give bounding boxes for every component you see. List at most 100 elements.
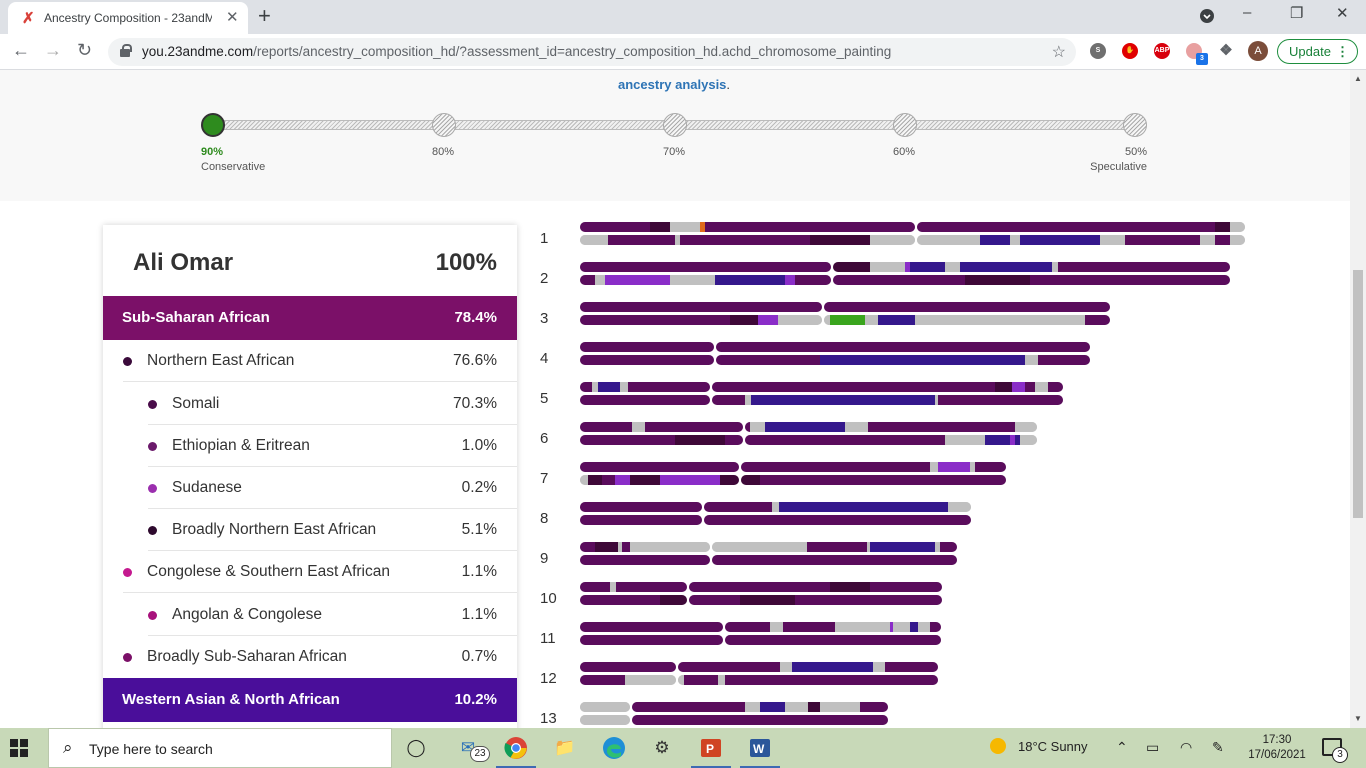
powerpoint-icon[interactable]: P [691, 734, 731, 768]
confidence-stop-80[interactable] [432, 113, 456, 137]
chromosome-5-strand-1-arm-2[interactable] [712, 382, 1063, 392]
chromosome-2-strand-2-arm-2[interactable] [833, 275, 1230, 285]
chromosome-7-strand-2-arm-2[interactable] [741, 475, 1006, 485]
chromosome-5-strand-1-arm-1[interactable] [580, 382, 710, 392]
chromosome-2-strand-1-arm-2[interactable] [833, 262, 1230, 272]
puzzle-icon[interactable]: ❖ [1219, 42, 1233, 59]
chromosome-8-strand-2-arm-1[interactable] [580, 515, 702, 525]
chromosome-9-strand-2-arm-2[interactable] [712, 555, 957, 565]
chromosome-6-strand-2-arm-1[interactable] [580, 435, 743, 445]
chromosome-8-strand-1-arm-2[interactable] [704, 502, 971, 512]
avatar[interactable]: A [1248, 41, 1268, 61]
wifi-icon[interactable]: ◠ [1180, 739, 1193, 755]
lock-icon[interactable] [120, 44, 132, 57]
ancestry-row-ethiopian-eritrean[interactable]: Ethiopian & Eritrean 1.0% [148, 425, 517, 467]
region-sub-saharan-african[interactable]: Sub-Saharan African 78.4% [103, 296, 517, 340]
chromosome-9-strand-1-arm-1[interactable] [580, 542, 710, 552]
chromosome-11-strand-2-arm-1[interactable] [580, 635, 723, 645]
chromosome-5-strand-2-arm-1[interactable] [580, 395, 710, 405]
task-view-icon[interactable]: ◯ [406, 738, 426, 757]
browser-tab[interactable]: ✗ Ancestry Composition - 23andMe ✕ [8, 2, 248, 34]
bookmark-star-icon[interactable]: ☆ [1051, 44, 1066, 61]
chromosome-6-strand-2-arm-2[interactable] [745, 435, 1037, 445]
chromosome-4-strand-1-arm-2[interactable] [716, 342, 1090, 352]
ancestry-row-northern-east-african[interactable]: Northern East African 76.6% [123, 340, 517, 382]
scrollbar-thumb[interactable] [1353, 270, 1363, 518]
skype-icon[interactable]: S [1090, 43, 1106, 59]
tray-chevron-up-icon[interactable]: ⌃ [1116, 739, 1128, 755]
chrome-icon[interactable] [496, 734, 536, 768]
chromosome-9-strand-2-arm-1[interactable] [580, 555, 710, 565]
scroll-down-icon[interactable]: ▼ [1354, 714, 1362, 723]
chromosome-5-strand-2-arm-2[interactable] [712, 395, 1063, 405]
chromosome-13-strand-2-arm-2[interactable] [632, 715, 888, 725]
weather-widget[interactable]: 18°C Sunny [990, 738, 1088, 754]
chromosome-3-strand-2-arm-2[interactable] [824, 315, 1110, 325]
forward-icon[interactable]: → [44, 40, 62, 60]
ancestry-analysis-link[interactable]: ancestry analysis [618, 77, 727, 92]
ancestry-row-broadly-sub-saharan-african[interactable]: Broadly Sub-Saharan African 0.7% [123, 636, 517, 678]
confidence-stop-60[interactable] [893, 113, 917, 137]
chromosome-7-strand-1-arm-2[interactable] [741, 462, 1006, 472]
confidence-stop-50[interactable] [1123, 113, 1147, 137]
pen-icon[interactable]: ✎ [1212, 739, 1224, 755]
reload-icon[interactable]: ↻ [77, 40, 93, 60]
url-text[interactable]: you.23andme.com/reports/ancestry_composi… [142, 44, 891, 59]
chromosome-12-strand-1-arm-1[interactable] [580, 662, 676, 672]
menu-dots-icon[interactable]: ⋮ [1336, 44, 1349, 59]
page-scrollbar[interactable]: ▲ ▼ [1350, 70, 1366, 728]
chromosome-3-strand-2-arm-1[interactable] [580, 315, 822, 325]
back-icon[interactable]: ← [12, 40, 30, 60]
chromosome-7-strand-2-arm-1[interactable] [580, 475, 739, 485]
chromosome-1-strand-2-arm-1[interactable] [580, 235, 915, 245]
tab-close-icon[interactable]: ✕ [226, 9, 239, 26]
region-western-asian-north-african[interactable]: Western Asian & North African 10.2% [103, 678, 517, 722]
ancestry-row-congolese-southern-east-african[interactable]: Congolese & Southern East African 1.1% [123, 551, 517, 593]
word-icon[interactable]: W [740, 734, 780, 768]
chromosome-1-strand-1-arm-1[interactable] [580, 222, 915, 232]
scroll-up-icon[interactable]: ▲ [1354, 74, 1362, 83]
chromosome-13-strand-1-arm-2[interactable] [632, 702, 888, 712]
chromosome-8-strand-1-arm-1[interactable] [580, 502, 702, 512]
chromosome-3-strand-1-arm-2[interactable] [824, 302, 1110, 312]
chromosome-2-strand-2-arm-1[interactable] [580, 275, 831, 285]
address-bar[interactable]: you.23andme.com/reports/ancestry_composi… [108, 38, 1076, 66]
chromosome-12-strand-2-arm-2[interactable] [678, 675, 938, 685]
ancestry-row-angolan-congolese[interactable]: Angolan & Congolese 1.1% [148, 594, 517, 636]
update-button[interactable]: Update ⋮ [1277, 39, 1358, 64]
taskbar-clock[interactable]: 17:30 17/06/2021 [1242, 733, 1312, 763]
chromosome-6-strand-1-arm-1[interactable] [580, 422, 743, 432]
ancestry-row-somali[interactable]: Somali 70.3% [148, 383, 517, 425]
chromosome-12-strand-2-arm-1[interactable] [580, 675, 676, 685]
chromosome-4-strand-1-arm-1[interactable] [580, 342, 714, 352]
chromosome-10-strand-2-arm-1[interactable] [580, 595, 687, 605]
file-explorer-icon[interactable]: 📁 [554, 738, 576, 757]
ancestry-row-sudanese[interactable]: Sudanese 0.2% [148, 467, 517, 509]
chromosome-1-strand-1-arm-2[interactable] [917, 222, 1245, 232]
chromosome-10-strand-1-arm-2[interactable] [689, 582, 942, 592]
confidence-stop-70[interactable] [663, 113, 687, 137]
chromosome-7-strand-1-arm-1[interactable] [580, 462, 739, 472]
chromosome-3-strand-1-arm-1[interactable] [580, 302, 822, 312]
chromosome-13-strand-2-arm-1[interactable] [580, 715, 630, 725]
chromosome-11-strand-1-arm-2[interactable] [725, 622, 941, 632]
restore-icon[interactable]: ❐ [1290, 5, 1304, 22]
chromosome-4-strand-2-arm-1[interactable] [580, 355, 714, 365]
chromosome-10-strand-1-arm-1[interactable] [580, 582, 687, 592]
chromosome-4-strand-2-arm-2[interactable] [716, 355, 1090, 365]
taskbar-search-box[interactable]: ⌕ Type here to search [48, 728, 392, 768]
battery-icon[interactable]: ▭ [1146, 739, 1160, 755]
profile-dropdown-icon[interactable] [1199, 8, 1215, 28]
edge-icon[interactable] [600, 734, 628, 762]
chromosome-6-strand-1-arm-2[interactable] [745, 422, 1037, 432]
new-tab-button[interactable]: + [258, 3, 271, 28]
window-close-icon[interactable]: ✕ [1336, 5, 1349, 22]
settings-icon[interactable]: ⚙ [654, 738, 670, 757]
chromosome-8-strand-2-arm-2[interactable] [704, 515, 971, 525]
adblock-stop-icon[interactable]: ✋ [1122, 43, 1138, 59]
chromosome-10-strand-2-arm-2[interactable] [689, 595, 942, 605]
chromosome-13-strand-1-arm-1[interactable] [580, 702, 630, 712]
chromosome-12-strand-1-arm-2[interactable] [678, 662, 938, 672]
chromosome-9-strand-1-arm-2[interactable] [712, 542, 957, 552]
chromosome-11-strand-1-arm-1[interactable] [580, 622, 723, 632]
